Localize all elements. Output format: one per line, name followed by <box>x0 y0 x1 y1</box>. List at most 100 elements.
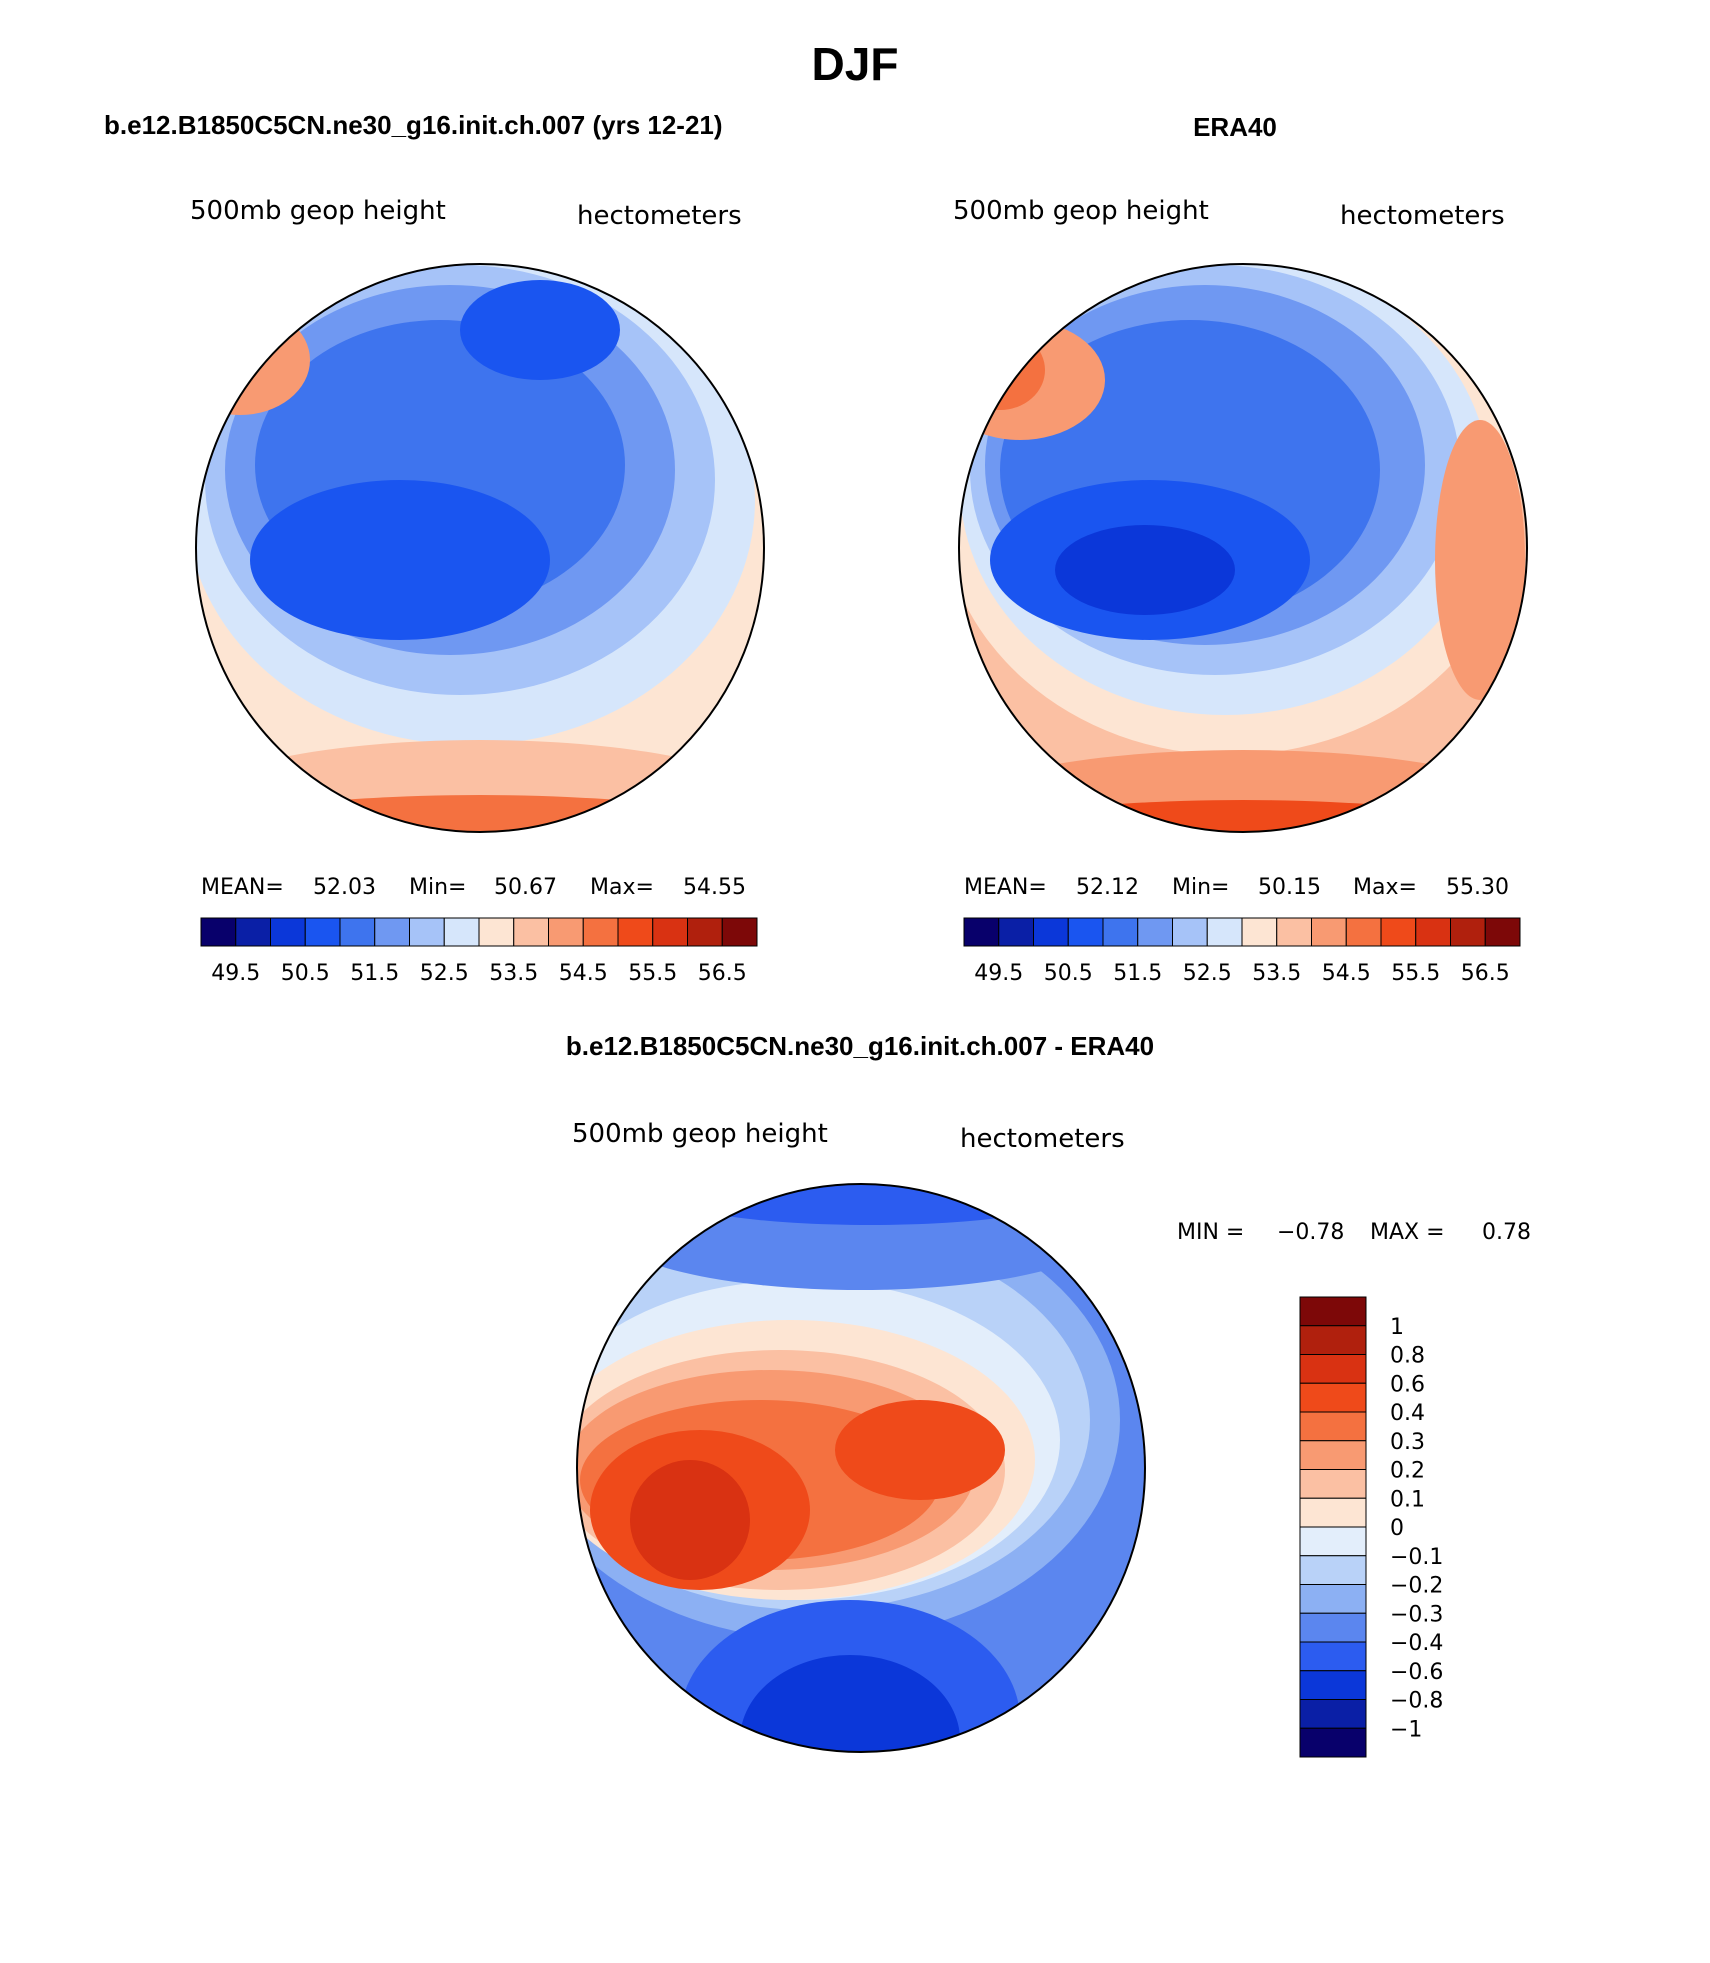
colorbar-tick-label: 54.5 <box>1322 961 1371 986</box>
colorbar-tick-label: 56.5 <box>698 961 747 986</box>
colorbar-swatch <box>1276 917 1312 947</box>
colorbar-tick-label: 1 <box>1390 1315 1404 1340</box>
colorbar-swatch <box>1299 1296 1367 1327</box>
colorbar-swatch <box>1102 917 1139 947</box>
colorbar-swatch <box>1206 917 1243 947</box>
right-label: hectometers <box>1340 201 1505 231</box>
colorbar-swatch <box>1450 917 1486 947</box>
colorbar-tick-label: 54.5 <box>559 961 608 986</box>
contour-map <box>196 264 764 832</box>
colorbar-swatch <box>443 917 480 947</box>
colorbar-swatch <box>548 917 584 947</box>
colorbar-tick-label: 0.4 <box>1390 1401 1425 1426</box>
colorbar-swatch <box>1137 917 1173 947</box>
colorbar-swatch <box>1299 1411 1367 1442</box>
colorbar-tick-label: 0.1 <box>1390 1487 1425 1512</box>
colorbar-swatch <box>1299 1670 1367 1700</box>
colorbar-swatch <box>1299 1354 1367 1384</box>
colorbar-tick-label: 53.5 <box>489 961 538 986</box>
panel-title: b.e12.B1850C5CN.ne30_g16.init.ch.007 (yr… <box>104 110 723 140</box>
colorbar-swatch <box>1299 1584 1367 1614</box>
mean-value: 52.03 <box>313 875 376 900</box>
stats-line: MIN = −0.78 MAX = 0.78 <box>1177 1220 1531 1245</box>
colorbar-swatch <box>582 917 619 947</box>
colorbar-swatch <box>1345 917 1382 947</box>
colorbar-tick-label: −0.2 <box>1390 1574 1443 1599</box>
min-label: Min= <box>409 875 466 900</box>
colorbar-tick-label: 0.8 <box>1390 1344 1425 1369</box>
max-label: Max= <box>1353 875 1417 900</box>
colorbar-tick-label: 0.3 <box>1390 1430 1425 1455</box>
colorbar-tick-label: 51.5 <box>350 961 399 986</box>
map-outline <box>195 263 765 833</box>
colorbar-swatch <box>200 917 237 947</box>
max-value: 54.55 <box>683 875 746 900</box>
panel-title: b.e12.B1850C5CN.ne30_g16.init.ch.007 - E… <box>566 1031 1154 1061</box>
colorbar-tick-label: 56.5 <box>1461 961 1510 986</box>
colorbar-swatch <box>998 917 1034 947</box>
colorbar-tick-label: 0.2 <box>1390 1459 1425 1484</box>
mean-label: MEAN= <box>201 875 284 900</box>
right-label: hectometers <box>960 1124 1125 1154</box>
colorbar-swatch <box>1067 917 1104 947</box>
colorbar-tick-label: 0 <box>1390 1516 1404 1541</box>
colorbar-swatch <box>617 917 654 947</box>
max-label: Max= <box>590 875 654 900</box>
right-label: hectometers <box>577 201 742 231</box>
colorbar-swatch <box>1299 1325 1367 1355</box>
colorbar-tick-label: 51.5 <box>1113 961 1162 986</box>
min-value: 50.15 <box>1258 875 1321 900</box>
page-title: DJF <box>812 38 899 90</box>
colorbar-swatch <box>1380 917 1417 947</box>
colorbar-swatch <box>339 917 376 947</box>
panel-title: ERA40 <box>1193 112 1277 142</box>
max-value: 55.30 <box>1446 875 1509 900</box>
colorbar: 1 0.8 0.6 0.4 0.3 0.2 0.1 0 −0.1 −0.2 −0.3 −0.4 −0.6… <box>1299 1296 1443 1758</box>
colorbar-swatch <box>1299 1440 1367 1470</box>
max-value: 0.78 <box>1482 1220 1531 1245</box>
colorbar-swatch <box>304 917 341 947</box>
colorbar-swatch <box>409 917 445 947</box>
colorbar-swatch <box>963 917 1000 947</box>
mean-value: 52.12 <box>1076 875 1139 900</box>
colorbar-tick-label: 0.6 <box>1390 1372 1425 1397</box>
colorbar-swatch <box>1299 1641 1367 1672</box>
colorbar-swatch <box>1311 917 1347 947</box>
colorbar-swatch <box>513 917 549 947</box>
min-label: MIN = <box>1177 1220 1244 1245</box>
min-value: 50.67 <box>494 875 557 900</box>
stats-line: MEAN= 52.12 Min= 50.15 Max= 55.30 <box>964 875 1509 900</box>
colorbar-tick-label: −0.4 <box>1390 1631 1443 1656</box>
left-label: 500mb geop height <box>572 1119 828 1149</box>
colorbar-tick-label: −1 <box>1390 1717 1422 1742</box>
colorbar-tick-label: 50.5 <box>281 961 330 986</box>
colorbar-tick-label: 52.5 <box>1183 961 1232 986</box>
max-label: MAX = <box>1370 1220 1445 1245</box>
colorbar-tick-label: −0.1 <box>1390 1545 1443 1570</box>
colorbar-swatch <box>1299 1382 1367 1413</box>
colorbar-swatch <box>652 917 688 947</box>
stats-line: MEAN= 52.03 Min= 50.67 Max= 54.55 <box>201 875 746 900</box>
panel-model: b.e12.B1850C5CN.ne30_g16.init.ch.007 (yr… <box>104 110 765 986</box>
colorbar-tick-label: −0.8 <box>1390 1689 1443 1714</box>
panel-reanalysis: ERA40 500mb geop height hectometers MEAN… <box>953 112 1528 986</box>
colorbar-swatch <box>1299 1612 1367 1643</box>
colorbar-tick-label: 49.5 <box>974 961 1023 986</box>
colorbar-swatch <box>1241 917 1278 947</box>
left-label: 500mb geop height <box>190 196 446 226</box>
colorbar-swatch <box>270 917 306 947</box>
colorbar-swatch <box>1033 917 1069 947</box>
colorbar-tick-label: 55.5 <box>1391 961 1440 986</box>
panel-difference: b.e12.B1850C5CN.ne30_g16.init.ch.007 - E… <box>566 1031 1531 1758</box>
colorbar-swatch <box>1299 1727 1367 1758</box>
colorbar-swatch <box>1299 1555 1367 1585</box>
colorbar: 49.5 50.5 51.5 52.5 53.5 54.5 55.5 56.5 <box>963 917 1521 986</box>
mean-label: MEAN= <box>964 875 1047 900</box>
colorbar-swatch <box>1299 1469 1367 1499</box>
colorbar-tick-label: 50.5 <box>1044 961 1093 986</box>
colorbar-tick-label: 53.5 <box>1252 961 1301 986</box>
colorbar-swatch <box>1415 917 1451 947</box>
colorbar-tick-label: 52.5 <box>420 961 469 986</box>
map-outline <box>958 263 1528 833</box>
